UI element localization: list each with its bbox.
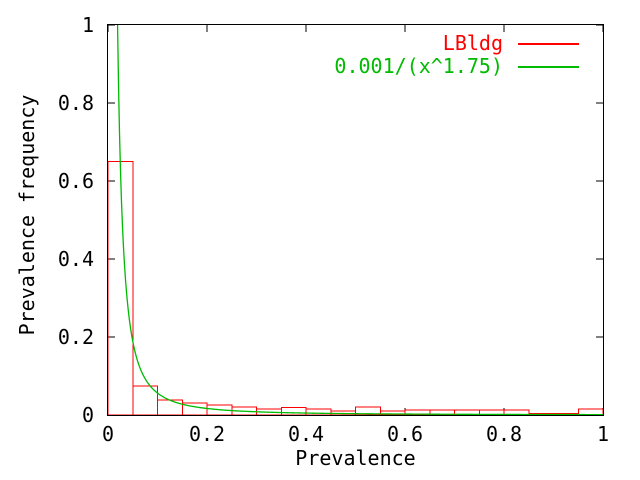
legend-label-histogram: LBldg	[442, 31, 503, 55]
x-axis-title: Prevalence	[295, 446, 416, 470]
y-tick-label-0.2: 0.2	[57, 325, 94, 349]
x-tick-label-1: 1	[596, 422, 610, 446]
y-axis-title: Prevalence frequency	[15, 94, 39, 336]
x-tick-label-0.4: 0.4	[287, 422, 325, 446]
legend-entry-histogram: LBldg	[334, 32, 579, 55]
x-tick-label-0.2: 0.2	[188, 422, 226, 446]
legend-label-curve: 0.001/(x^1.75)	[334, 54, 503, 78]
y-tick-label-0.4: 0.4	[57, 247, 94, 271]
legend-line-sample-curve	[518, 65, 579, 68]
legend: LBldg 0.001/(x^1.75)	[334, 32, 579, 78]
legend-line-sample-histogram	[518, 42, 579, 45]
legend-entry-curve: 0.001/(x^1.75)	[334, 55, 579, 78]
x-tick-label-0.6: 0.6	[386, 422, 424, 446]
x-tick-label-0: 0	[101, 422, 115, 446]
y-tick-label-0.6: 0.6	[57, 169, 94, 193]
y-tick-label-1: 1	[81, 13, 94, 37]
plot-area: LBldg 0.001/(x^1.75)	[107, 24, 604, 416]
y-tick-label-0.8: 0.8	[57, 91, 94, 115]
chart-svg	[108, 25, 603, 415]
x-tick-label-0.8: 0.8	[485, 422, 523, 446]
y-tick-label-0: 0	[81, 403, 94, 427]
